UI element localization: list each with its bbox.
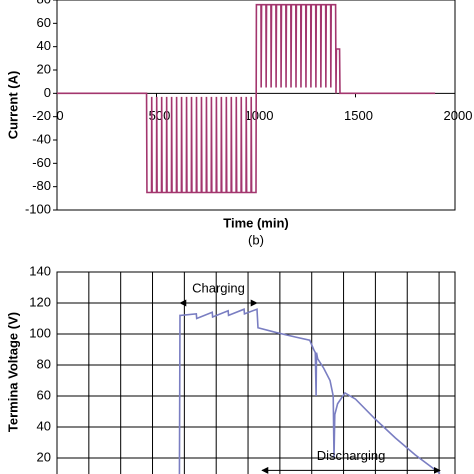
x-axis-label: Time (min)	[223, 215, 289, 230]
y-tick-label: -80	[32, 178, 51, 193]
data-line	[57, 3, 436, 194]
y-tick-label: 100	[29, 325, 51, 340]
caption: (b)	[248, 232, 264, 247]
y-tick-label: 140	[29, 263, 51, 278]
plot-area	[56, 271, 456, 474]
y-tick-label: 80	[37, 356, 51, 371]
y-tick-label: 20	[37, 61, 51, 76]
y-tick-label: 40	[37, 38, 51, 53]
y-tick-label: 120	[29, 294, 51, 309]
y-tick-label: -20	[32, 108, 51, 123]
y-tick-label: -60	[32, 155, 51, 170]
y-tick-label: 60	[37, 387, 51, 402]
annotation-text: Discharging	[317, 448, 386, 463]
x-tick-label: 1000	[245, 108, 274, 123]
data-line	[178, 308, 441, 474]
y-tick-label: -100	[25, 201, 51, 216]
plot-area	[56, 0, 456, 211]
y-tick-label: 40	[37, 418, 51, 433]
y-axis-label: Termina Voltage (V)	[5, 312, 20, 432]
y-tick-label: -40	[32, 131, 51, 146]
x-tick-label: 0	[56, 108, 63, 123]
x-tick-label: 2000	[444, 108, 473, 123]
y-tick-label: 60	[37, 15, 51, 30]
x-tick-label: 1500	[344, 108, 373, 123]
y-tick-label: 0	[44, 85, 51, 100]
y-tick-label: 80	[37, 0, 51, 6]
x-tick-label: 500	[149, 108, 171, 123]
y-axis-label: Current (A)	[5, 71, 20, 140]
y-tick-label: 20	[37, 449, 51, 464]
annotation-text: Charging	[192, 280, 245, 295]
